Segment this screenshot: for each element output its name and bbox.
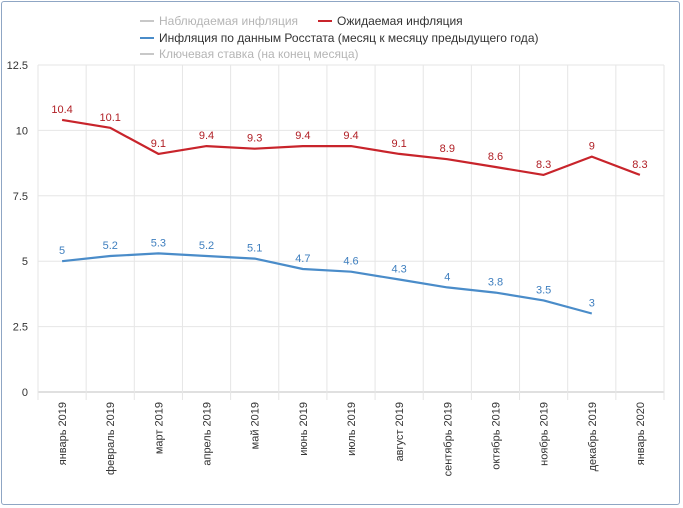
x-tick-label: июнь 2019 [298,402,310,456]
x-tick-label: декабрь 2019 [587,402,599,471]
y-tick-label: 10 [16,125,28,137]
y-tick-label: 2.5 [13,322,28,334]
legend-swatch-observed [140,20,154,22]
legend-swatch-keyrate [140,53,154,55]
legend-item-rosstat[interactable]: Инфляция по данным Росстата (месяц к мес… [140,31,538,45]
data-label: 9 [589,141,595,153]
legend-label-rosstat: Инфляция по данным Росстата (месяц к мес… [159,31,539,45]
legend-item-observed[interactable]: Наблюдаемая инфляция [140,14,298,28]
y-tick-label: 12.5 [7,60,28,72]
data-label: 10.1 [100,112,121,124]
legend-item-keyrate[interactable]: Ключевая ставка (на конец месяца) [140,47,359,61]
y-tick-label: 5 [22,256,28,268]
data-label: 5.2 [103,240,118,252]
x-tick-label: январь 2020 [635,402,647,465]
data-label: 9.4 [295,130,310,142]
data-label: 3.8 [488,277,503,289]
data-label: 4 [444,271,450,283]
x-tick-label: август 2019 [394,402,406,461]
data-label: 5.1 [247,243,262,255]
data-label: 8.9 [440,143,455,155]
data-label: 9.4 [199,130,214,142]
legend-swatch-rosstat [140,37,154,39]
legend-label-expected: Ожидаемая инфляция [337,14,463,28]
data-label: 8.3 [632,159,647,171]
data-label: 4.6 [343,256,358,268]
legend-item-expected[interactable]: Ожидаемая инфляция [318,14,463,28]
data-label: 9.3 [247,133,262,145]
legend-label-keyrate: Ключевая ставка (на конец месяца) [159,47,359,61]
data-label: 4.7 [295,253,310,265]
data-label: 5.3 [151,237,166,249]
x-tick-label: ноябрь 2019 [539,402,551,466]
x-tick-label: февраль 2019 [105,402,117,475]
x-tick-label: январь 2019 [57,402,69,465]
x-tick-label: июль 2019 [346,402,358,456]
legend-label-observed: Наблюдаемая инфляция [159,14,299,28]
x-tick-label: апрель 2019 [202,402,214,466]
y-tick-label: 7.5 [13,191,28,203]
data-label: 5 [59,245,65,257]
data-label: 5.2 [199,240,214,252]
data-label: 9.4 [343,130,358,142]
data-label: 3 [589,298,595,310]
data-label: 9.1 [392,138,407,150]
x-tick-label: май 2019 [250,402,262,449]
data-label: 3.5 [536,284,551,296]
data-label: 9.1 [151,138,166,150]
x-tick-label: сентябрь 2019 [442,402,454,476]
data-label: 10.4 [51,104,72,116]
x-tick-label: март 2019 [153,402,165,454]
data-label: 8.6 [488,151,503,163]
data-label: 8.3 [536,159,551,171]
series-line-rosstat[interactable] [61,252,593,315]
y-tick-label: 0 [22,387,28,399]
x-tick-label: октябрь 2019 [490,402,502,470]
data-label: 4.3 [392,264,407,276]
series-line-expected[interactable] [61,118,641,176]
legend-swatch-expected [318,20,332,22]
